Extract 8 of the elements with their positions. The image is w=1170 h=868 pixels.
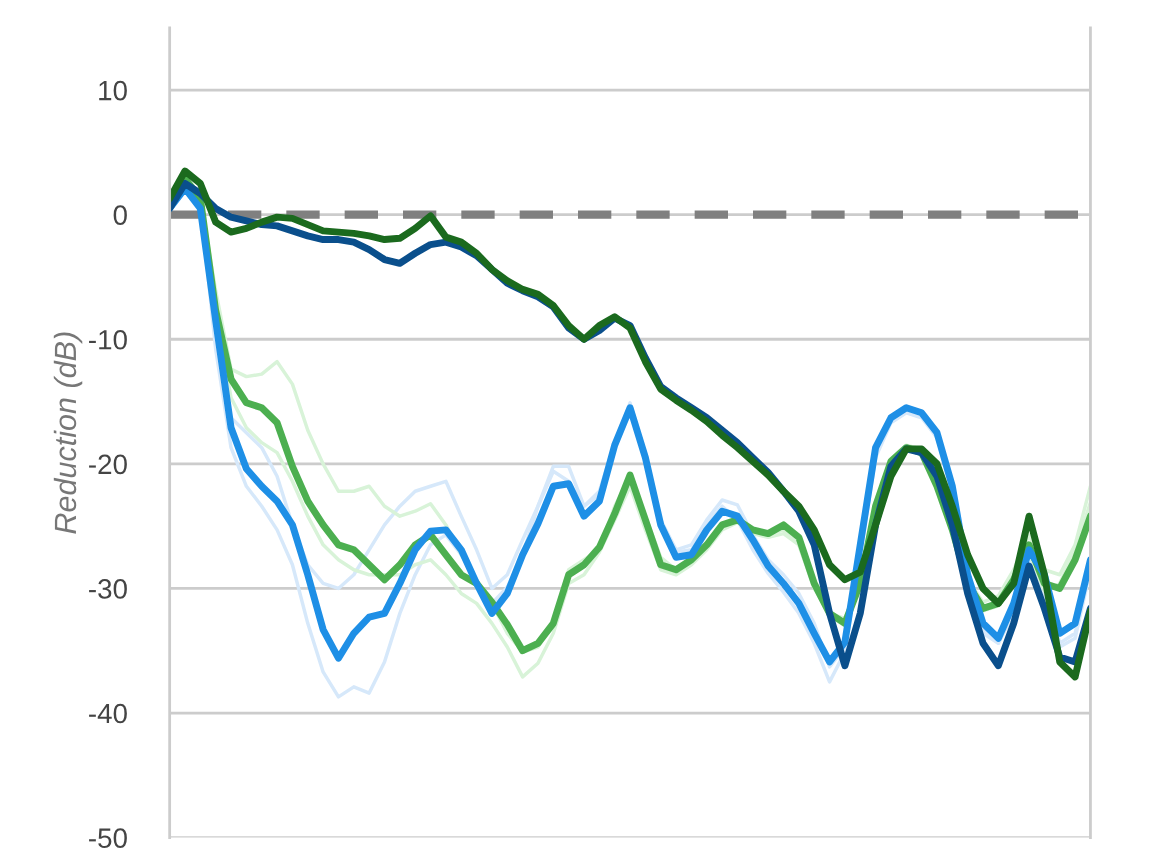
y-tick-label: -40 — [89, 703, 127, 724]
y-tick-label: -30 — [89, 579, 127, 599]
y-tick-label: -10 — [89, 329, 127, 350]
y-axis-title: Reduction (dB) — [53, 332, 83, 534]
y-tick-label: -20 — [89, 454, 127, 475]
y-tick-label: 0 — [113, 205, 127, 225]
y-tick-label: -50 — [89, 828, 127, 848]
y-tick-label: 10 — [99, 80, 127, 101]
